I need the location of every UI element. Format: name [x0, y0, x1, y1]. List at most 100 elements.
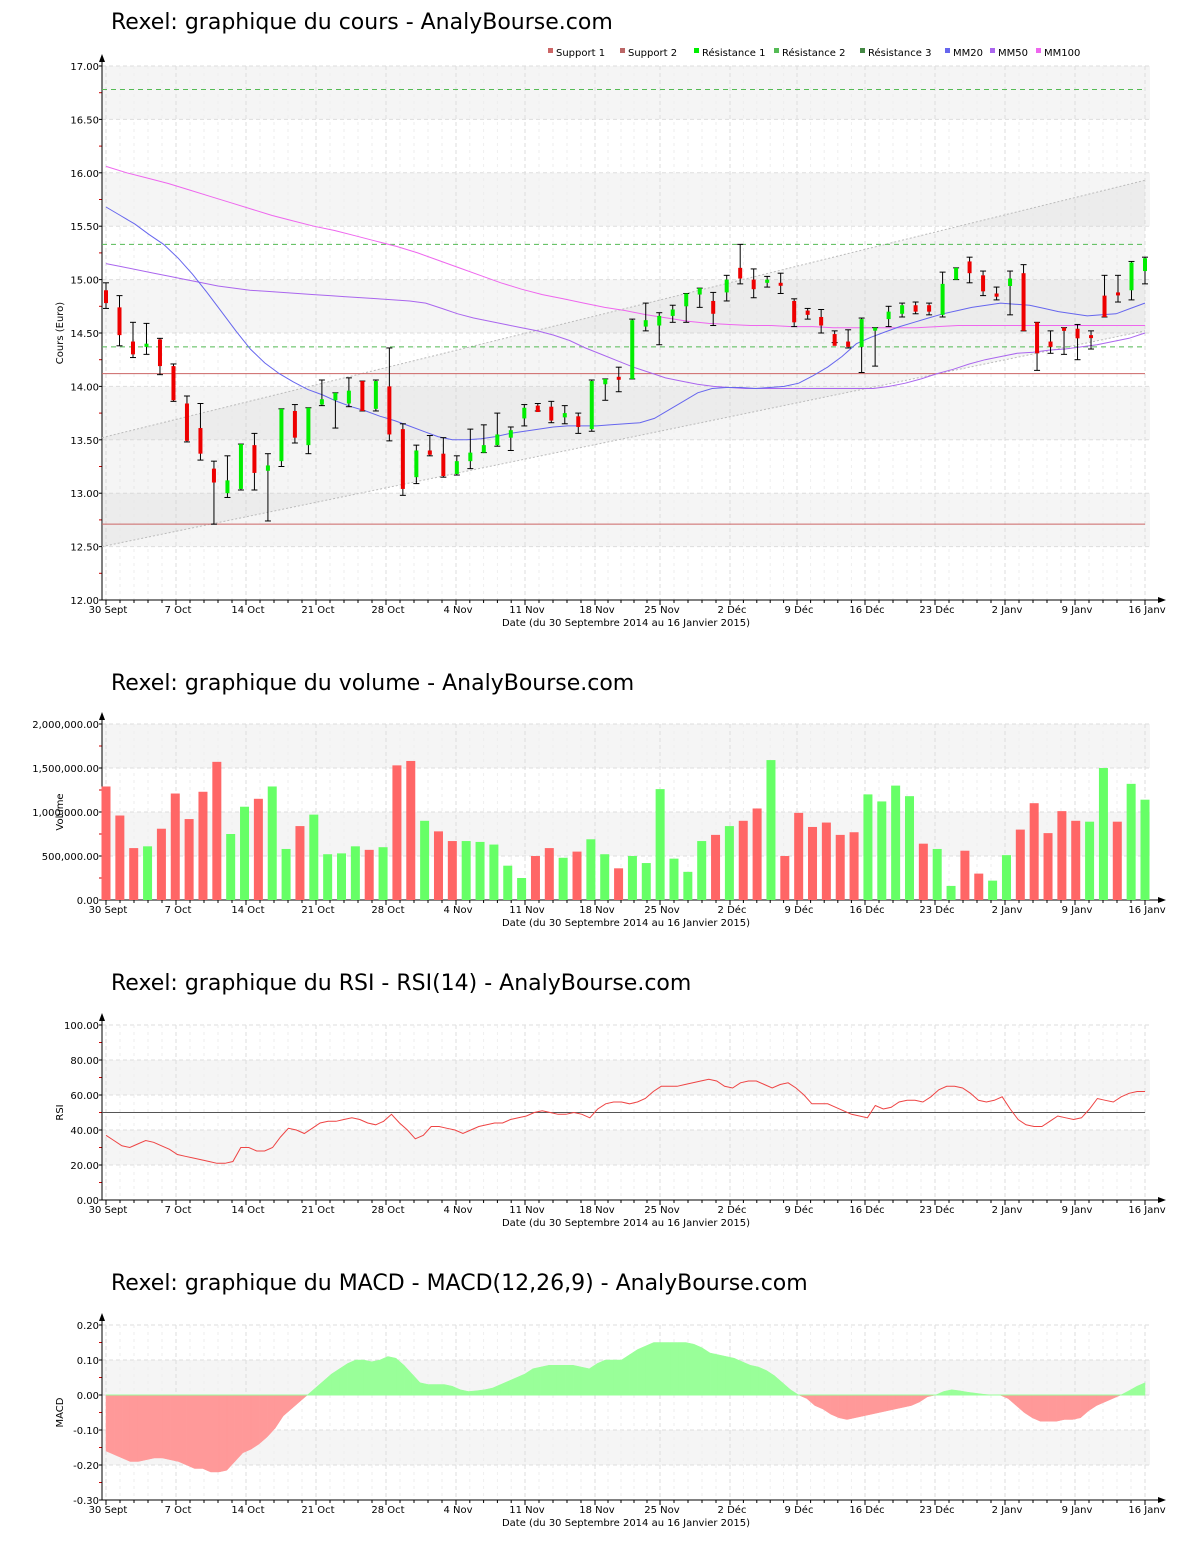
volume-bar	[891, 785, 901, 900]
macd-area-segment	[572, 1364, 582, 1396]
x-axis-title: Date (du 30 Septembre 2014 au 16 Janvier…	[502, 1518, 750, 1529]
candle-body	[738, 267, 743, 279]
volume-bar	[724, 826, 734, 900]
grid-band	[102, 493, 1150, 547]
macd-area-segment	[629, 1349, 638, 1396]
x-tick-label: 23 Déc	[919, 604, 954, 616]
x-tick-label: 9 Déc	[785, 1204, 814, 1216]
candle-body	[441, 453, 446, 477]
volume-bar	[198, 791, 208, 900]
macd-area-segment	[1072, 1394, 1081, 1420]
macd-area-segment	[540, 1364, 550, 1396]
channel-upper-line	[101, 179, 1146, 439]
legend-swatch	[774, 48, 779, 53]
macd-area-segment	[564, 1365, 574, 1396]
macd-area-segment	[701, 1347, 711, 1396]
x-tick-label: 7 Oct	[165, 1505, 192, 1516]
grid-band	[102, 386, 1150, 440]
x-axis-title: Date (du 30 Septembre 2014 au 16 Janvier…	[502, 918, 750, 929]
macd-area-segment	[605, 1359, 614, 1396]
volume-bar	[378, 847, 388, 900]
macd-area-segment	[435, 1384, 445, 1396]
macd-area-segment	[226, 1394, 236, 1471]
channel-lower-line	[101, 330, 1146, 548]
candle-body	[670, 309, 675, 316]
macd-area-segment	[419, 1382, 429, 1396]
macd-area-segment	[798, 1394, 807, 1399]
legend-label: Résistance 1	[702, 47, 765, 59]
candle-body	[603, 378, 608, 385]
macd-area-segment	[580, 1366, 590, 1396]
volume-bar	[156, 828, 166, 900]
y-tick-label: -0.30	[73, 1496, 99, 1507]
candle-body	[535, 405, 540, 413]
x-tick-label: 14 Oct	[231, 905, 264, 916]
macd-area-segment	[194, 1394, 203, 1469]
volume-bar	[337, 853, 347, 900]
legend-swatch	[860, 48, 865, 53]
candle-body	[630, 320, 635, 379]
y-tick-label: 13.00	[70, 489, 99, 500]
volume-bar	[433, 831, 443, 900]
macd-area-segment	[355, 1359, 364, 1396]
candle-body	[387, 386, 392, 435]
volume-bar	[738, 820, 748, 900]
volume-bar	[780, 856, 790, 900]
candle-body	[454, 461, 459, 474]
x-tick-label: 28 Oct	[371, 605, 404, 616]
macd-area-segment	[218, 1394, 228, 1473]
macd-area-segment	[1031, 1394, 1041, 1422]
mm50-line	[105, 263, 1146, 389]
candle-body	[562, 413, 567, 418]
volume-bar	[267, 786, 277, 900]
macd-area-segment	[903, 1394, 912, 1408]
candle-body	[495, 434, 500, 446]
x-tick-label: 16 Déc	[849, 1204, 884, 1216]
volume-bar	[447, 841, 457, 900]
macd-area-segment	[750, 1364, 759, 1396]
macd-area-segment	[621, 1354, 630, 1396]
candle-body	[940, 283, 945, 315]
macd-area-segment	[347, 1359, 356, 1396]
legend-label: Résistance 3	[868, 47, 931, 59]
candle-body	[1075, 328, 1080, 339]
candle-body	[778, 282, 783, 286]
candle-body	[225, 480, 230, 494]
candle-body	[873, 327, 878, 331]
macd-area-segment	[363, 1359, 373, 1396]
x-tick-label: 7 Oct	[165, 905, 192, 916]
volume-bar	[932, 848, 942, 900]
candle-body	[414, 450, 419, 478]
y-tick-label: 13.50	[70, 436, 99, 447]
grid-band	[102, 724, 1150, 768]
volume-bar	[212, 761, 222, 900]
x-tick-label: 28 Oct	[371, 905, 404, 916]
macd-area-segment	[202, 1394, 211, 1473]
macd-area-segment	[121, 1394, 131, 1462]
macd-area-segment	[878, 1394, 888, 1413]
candle-body	[954, 267, 959, 280]
x-tick-label: 11 Nov	[509, 605, 545, 616]
macd-area-segment	[887, 1394, 896, 1412]
candle-body	[522, 407, 527, 419]
macd-area-segment	[846, 1394, 856, 1420]
candle-body	[724, 279, 729, 293]
x-tick-label: 4 Nov	[443, 1205, 472, 1216]
x-tick-label: 4 Nov	[443, 905, 472, 916]
macd-area-segment	[234, 1394, 244, 1463]
y-tick-label: 0.20	[77, 1321, 99, 1332]
candle-body	[1143, 258, 1147, 272]
x-tick-label: 11 Nov	[509, 1205, 545, 1216]
x-tick-label: 9 Déc	[785, 904, 814, 916]
legend-label: MM20	[953, 48, 983, 59]
rsi-chart-title: Rexel: graphique du RSI - RSI(14) - Anal…	[111, 971, 692, 996]
macd-area-segment	[339, 1363, 348, 1396]
macd-area-segment	[1064, 1394, 1073, 1420]
macd-area-segment	[645, 1342, 654, 1396]
candle-body	[1089, 335, 1094, 339]
candle-body	[994, 293, 999, 297]
candle-body	[859, 319, 864, 347]
macd-area-segment	[105, 1394, 115, 1455]
macd-area-segment	[274, 1394, 284, 1430]
